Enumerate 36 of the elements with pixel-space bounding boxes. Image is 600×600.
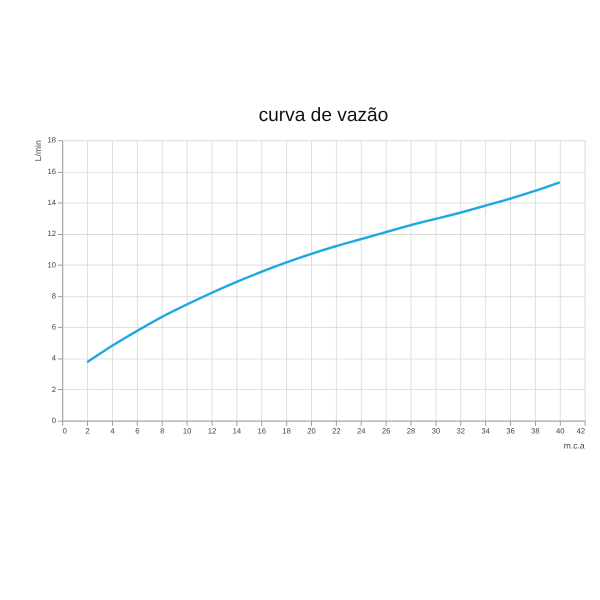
line-series xyxy=(86,181,562,364)
y-tick-label: 12 xyxy=(47,229,56,238)
x-tick-label: 0 xyxy=(62,426,67,436)
x-tick-label: 34 xyxy=(481,426,491,436)
x-tick-label: 36 xyxy=(506,426,515,436)
x-tick-label: 26 xyxy=(382,426,390,436)
x-tick-label: 24 xyxy=(356,426,366,436)
y-tick-label: 4 xyxy=(52,354,57,363)
y-tick-label: 0 xyxy=(52,416,56,426)
y-tick-label: 14 xyxy=(47,198,57,207)
x-tick-label: 14 xyxy=(232,426,242,436)
y-tick-label: 18 xyxy=(47,136,56,145)
x-tick-label: 12 xyxy=(208,426,216,436)
chart-title: curva de vazão xyxy=(258,105,388,126)
y-axis-title: L/min xyxy=(33,140,44,162)
x-tick-label: 28 xyxy=(406,426,416,436)
x-tick-label: 18 xyxy=(282,426,291,436)
x-tick-label: 20 xyxy=(307,426,316,436)
x-tick-label: 16 xyxy=(257,426,266,436)
y-tick-label: 8 xyxy=(52,291,56,300)
x-tick-label: 32 xyxy=(456,426,466,436)
x-tick-label: 2 xyxy=(85,426,90,436)
x-tick-label: 22 xyxy=(332,426,341,436)
x-tick-label: 40 xyxy=(556,426,565,436)
y-tick-label: 16 xyxy=(47,166,56,176)
x-tick-label: 30 xyxy=(432,426,440,436)
y-tick-label: 10 xyxy=(47,260,56,270)
x-tick-label: 38 xyxy=(531,426,540,436)
x-tick-label: 10 xyxy=(182,426,192,436)
x-tick-label: 42 xyxy=(576,426,586,436)
x-tick-label: 6 xyxy=(135,426,140,436)
y-tick-label: 6 xyxy=(52,322,56,332)
x-tick-label: 8 xyxy=(160,426,164,436)
y-tick-label: 2 xyxy=(52,384,56,394)
x-tick-label: 4 xyxy=(110,426,116,436)
x-axis-title: m.c.a xyxy=(564,440,585,450)
